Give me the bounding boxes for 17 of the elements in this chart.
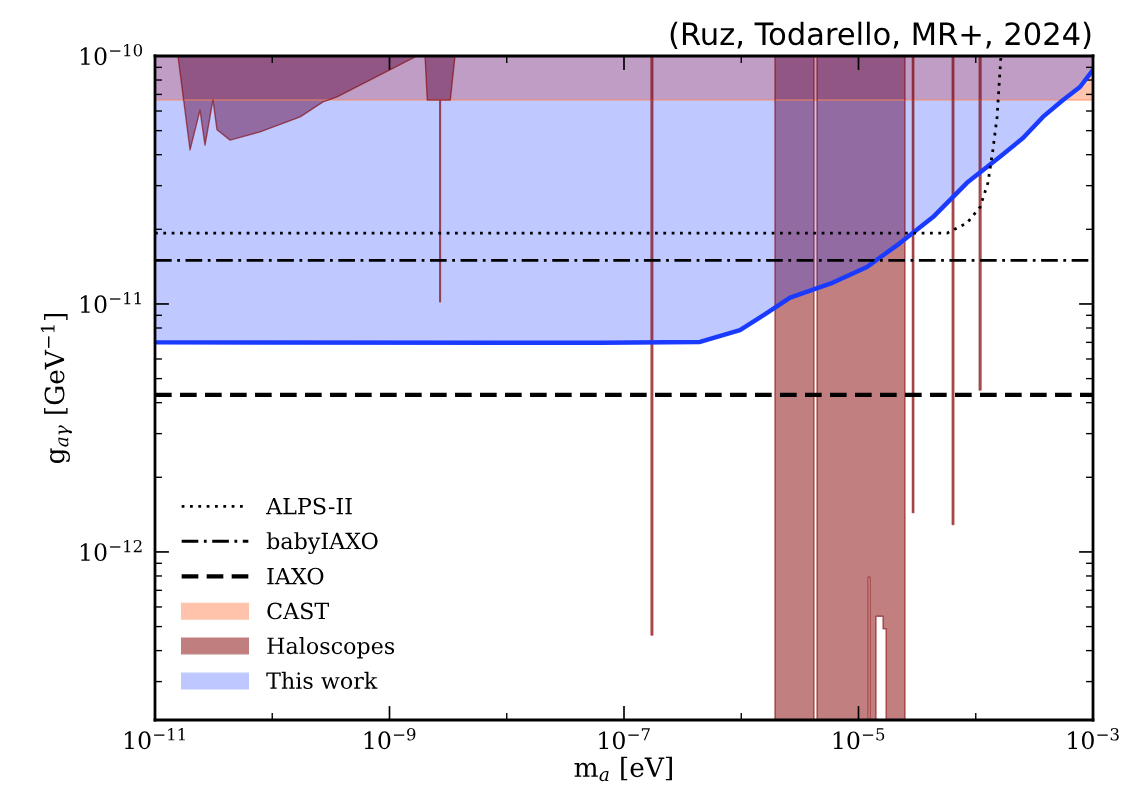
y-tick-label: 10$^{−10}$ (80, 43, 143, 66)
legend-label: This work (266, 671, 378, 690)
y-tick-label: 10$^{−12}$ (80, 539, 142, 562)
chart-title: (Ruz, Todarello, MR+, 2024) (670, 21, 1091, 49)
x-axis-title: m$_{a}$ [eV] (574, 756, 672, 782)
legend-label: Haloscopes (267, 636, 395, 659)
y-axis-title: g$_{aγ}$ [GeV$^{−1}$] (40, 313, 73, 464)
x-tick-label: 10$^{−5}$ (833, 728, 885, 750)
legend-label: ALPS-II (265, 497, 352, 515)
legend-label: IAXO (267, 567, 324, 585)
x-tick-label: 10$^{−3}$ (1068, 728, 1119, 750)
x-tick-label: 10$^{−7}$ (599, 728, 650, 750)
x-tick-label: 10$^{−9}$ (364, 728, 416, 750)
y-tick-label: 10$^{−11}$ (80, 291, 141, 314)
x-tick-label: 10$^{−11}$ (124, 728, 185, 750)
legend-label: babyIAXO (266, 532, 378, 554)
legend-label: CAST (267, 602, 329, 620)
